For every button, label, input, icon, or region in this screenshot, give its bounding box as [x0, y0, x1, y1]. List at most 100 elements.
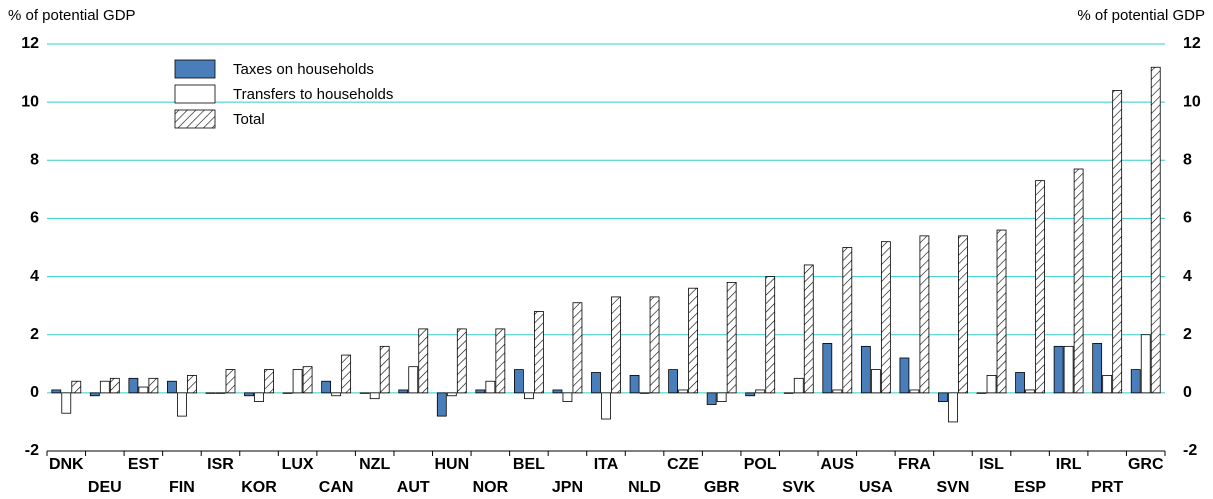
- bar: [822, 343, 833, 394]
- bar: [976, 392, 987, 394]
- x-tick-label: ISL: [979, 456, 1004, 473]
- bar: [706, 392, 717, 405]
- bar: [177, 392, 187, 417]
- x-tick-label: DEU: [88, 479, 122, 496]
- bar: [919, 235, 930, 394]
- x-tick-label: CZE: [667, 456, 699, 473]
- legend-label: Total: [233, 111, 265, 128]
- bar: [71, 380, 82, 394]
- bar: [341, 354, 352, 394]
- bar: [187, 375, 197, 394]
- y-tick-label: -2: [25, 442, 39, 459]
- bar: [436, 392, 447, 417]
- y2-tick-label: -2: [1183, 442, 1197, 459]
- bar: [783, 392, 794, 394]
- x-tick-label: NOR: [473, 479, 509, 496]
- y2-tick-label: 6: [1183, 210, 1192, 227]
- bar: [948, 392, 958, 423]
- bar: [167, 380, 177, 394]
- x-tick-label: ITA: [594, 456, 619, 473]
- y-tick-label: 8: [30, 152, 39, 169]
- x-tick-label: SVN: [937, 479, 970, 496]
- bar: [1112, 90, 1123, 394]
- x-tick-label: HUN: [434, 456, 469, 473]
- bar: [1063, 345, 1074, 394]
- legend-label: Taxes on households: [233, 61, 374, 78]
- bar: [591, 372, 601, 394]
- legend-label: Transfers to households: [233, 86, 393, 103]
- bar: [523, 392, 534, 400]
- bar: [1102, 375, 1113, 394]
- bar: [215, 392, 226, 394]
- x-tick-label: JPN: [552, 479, 583, 496]
- bar: [205, 392, 216, 394]
- bar: [832, 389, 843, 394]
- bar: [909, 389, 920, 394]
- legend-swatch: [174, 59, 216, 79]
- bar: [1053, 345, 1064, 394]
- bar: [938, 392, 948, 402]
- bar: [446, 392, 457, 397]
- bar: [408, 366, 419, 394]
- y-tick-label: 6: [30, 210, 39, 227]
- bar: [1073, 168, 1084, 394]
- bar: [649, 296, 660, 394]
- x-tick-label: GBR: [704, 479, 740, 496]
- y-axis-label: % of potential GDP: [8, 7, 136, 24]
- bar: [282, 392, 293, 394]
- x-tick-label: IRL: [1056, 456, 1082, 473]
- bar: [880, 241, 891, 394]
- bar: [109, 377, 120, 394]
- x-tick-label: AUS: [820, 456, 854, 473]
- bar: [321, 380, 332, 394]
- bar: [485, 380, 496, 394]
- x-tick-label: LUX: [282, 456, 314, 473]
- x-tick-label: ISR: [207, 456, 234, 473]
- bar: [302, 366, 313, 394]
- bar: [745, 392, 756, 397]
- bar: [803, 264, 814, 394]
- bar: [765, 276, 776, 394]
- x-tick-label: DNK: [49, 456, 84, 473]
- x-tick-label: BEL: [513, 456, 545, 473]
- bar: [61, 392, 72, 414]
- bar: [1025, 389, 1035, 394]
- bar: [678, 389, 689, 394]
- bar: [629, 375, 640, 394]
- bar: [533, 311, 544, 394]
- y2-axis-label: % of potential GDP: [1077, 7, 1205, 24]
- bar: [793, 377, 804, 394]
- bar: [398, 389, 409, 394]
- x-tick-label: USA: [859, 479, 893, 496]
- bar: [899, 357, 910, 394]
- x-tick-label: NLD: [628, 479, 661, 496]
- bar: [996, 229, 1007, 394]
- bar: [572, 302, 583, 394]
- bar: [870, 369, 881, 394]
- bar: [418, 328, 429, 394]
- bar: [359, 392, 370, 394]
- y2-tick-label: 4: [1183, 268, 1192, 285]
- x-tick-label: EST: [128, 456, 159, 473]
- bar: [1130, 369, 1141, 394]
- y2-tick-label: 8: [1183, 152, 1192, 169]
- x-tick-label: NZL: [359, 456, 390, 473]
- x-tick-label: FIN: [169, 479, 195, 496]
- bar: [254, 392, 264, 402]
- bar: [148, 377, 159, 394]
- bar: [611, 296, 621, 394]
- y2-tick-label: 0: [1183, 384, 1192, 401]
- x-tick-label: AUT: [397, 479, 430, 496]
- y2-tick-label: 12: [1183, 35, 1201, 52]
- x-tick-label: POL: [744, 456, 777, 473]
- bar: [225, 369, 236, 394]
- y-tick-label: 12: [21, 35, 39, 52]
- legend-swatch: [174, 109, 216, 129]
- x-tick-label: KOR: [241, 479, 277, 496]
- bar: [1092, 343, 1103, 394]
- x-tick-label: FRA: [898, 456, 931, 473]
- bar: [89, 392, 100, 397]
- x-tick-label: ESP: [1014, 479, 1046, 496]
- x-tick-label: GRC: [1128, 456, 1164, 473]
